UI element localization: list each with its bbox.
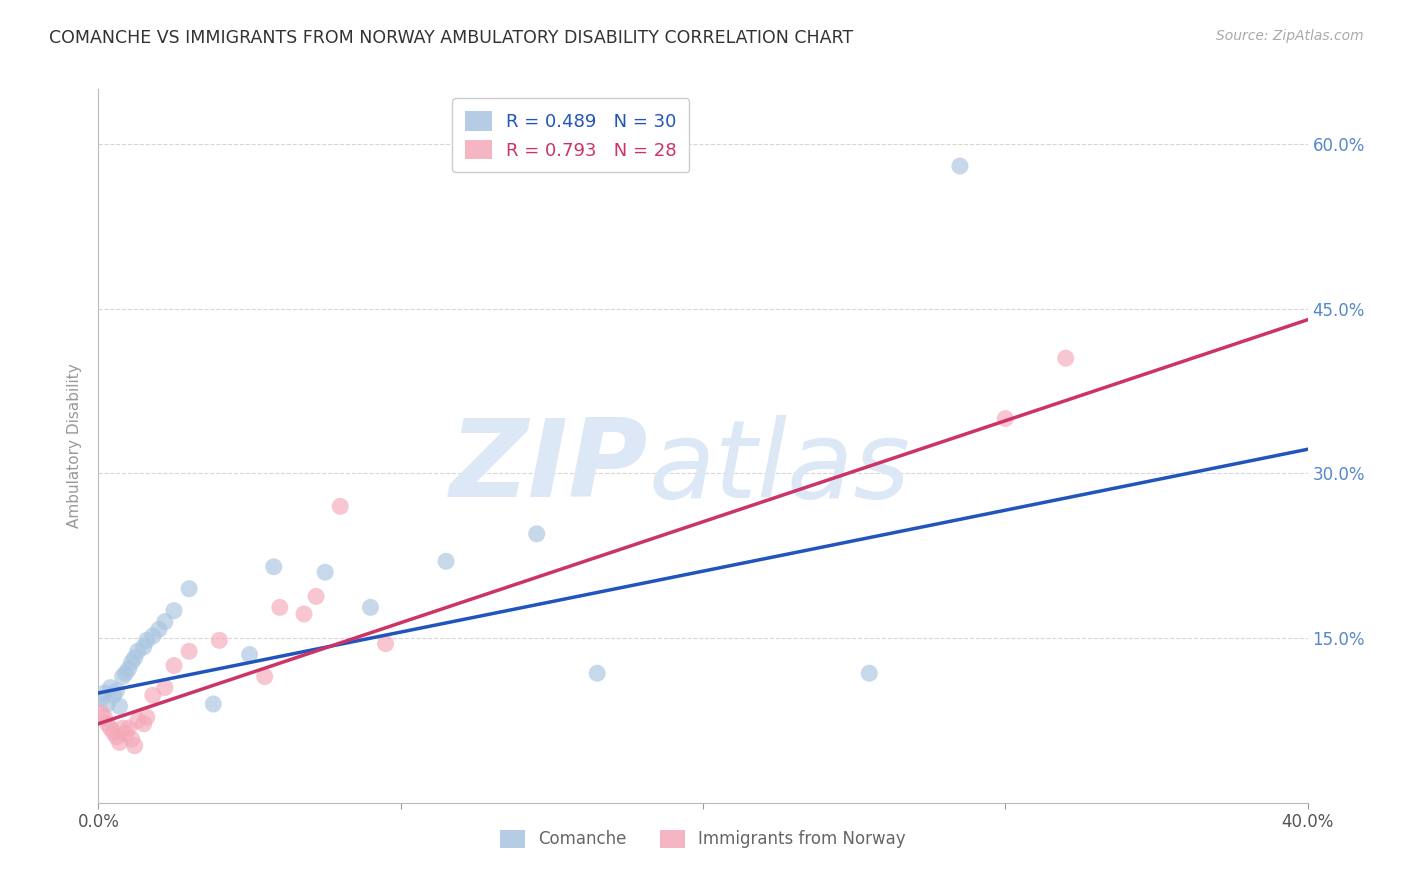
Point: [163, 604, 186, 618]
Point: [105, 730, 128, 744]
Y-axis label: Ambulatory Disability: Ambulatory Disability: [67, 364, 83, 528]
Point: [142, 688, 165, 702]
Point: [111, 721, 134, 735]
Point: [103, 688, 125, 702]
Point: [135, 633, 157, 648]
Legend: Comanche, Immigrants from Norway: Comanche, Immigrants from Norway: [494, 823, 912, 855]
Point: [153, 615, 176, 629]
Point: [153, 681, 176, 695]
Point: [132, 716, 155, 731]
Point: [1054, 351, 1077, 366]
Point: [263, 559, 285, 574]
Point: [269, 600, 291, 615]
Point: [127, 644, 149, 658]
Point: [121, 655, 143, 669]
Point: [124, 651, 146, 665]
Point: [118, 721, 141, 735]
Text: COMANCHE VS IMMIGRANTS FROM NORWAY AMBULATORY DISABILITY CORRELATION CHART: COMANCHE VS IMMIGRANTS FROM NORWAY AMBUL…: [49, 29, 853, 46]
Point: [135, 710, 157, 724]
Point: [90, 691, 112, 706]
Point: [132, 640, 155, 654]
Point: [208, 633, 231, 648]
Point: [179, 582, 201, 596]
Point: [111, 669, 134, 683]
Point: [93, 686, 115, 700]
Point: [434, 554, 457, 568]
Point: [253, 669, 276, 683]
Point: [100, 681, 122, 695]
Point: [994, 411, 1017, 425]
Point: [114, 726, 136, 740]
Point: [858, 666, 880, 681]
Point: [100, 721, 122, 735]
Point: [202, 697, 225, 711]
Text: Source: ZipAtlas.com: Source: ZipAtlas.com: [1216, 29, 1364, 43]
Point: [526, 526, 548, 541]
Point: [103, 725, 125, 739]
Point: [105, 683, 128, 698]
Point: [127, 714, 149, 728]
Point: [239, 648, 262, 662]
Point: [96, 697, 118, 711]
Point: [163, 658, 186, 673]
Point: [108, 735, 131, 749]
Point: [374, 637, 396, 651]
Point: [108, 699, 131, 714]
Point: [121, 732, 143, 747]
Point: [148, 623, 170, 637]
Point: [292, 607, 315, 621]
Point: [142, 629, 165, 643]
Text: atlas: atlas: [648, 415, 911, 520]
Point: [124, 739, 146, 753]
Point: [179, 644, 201, 658]
Point: [114, 666, 136, 681]
Point: [360, 600, 382, 615]
Point: [93, 710, 115, 724]
Point: [949, 159, 972, 173]
Point: [586, 666, 609, 681]
Point: [305, 590, 328, 604]
Point: [314, 566, 336, 580]
Point: [96, 716, 118, 731]
Point: [90, 706, 112, 720]
Point: [329, 500, 352, 514]
Text: ZIP: ZIP: [450, 415, 648, 520]
Point: [118, 662, 141, 676]
